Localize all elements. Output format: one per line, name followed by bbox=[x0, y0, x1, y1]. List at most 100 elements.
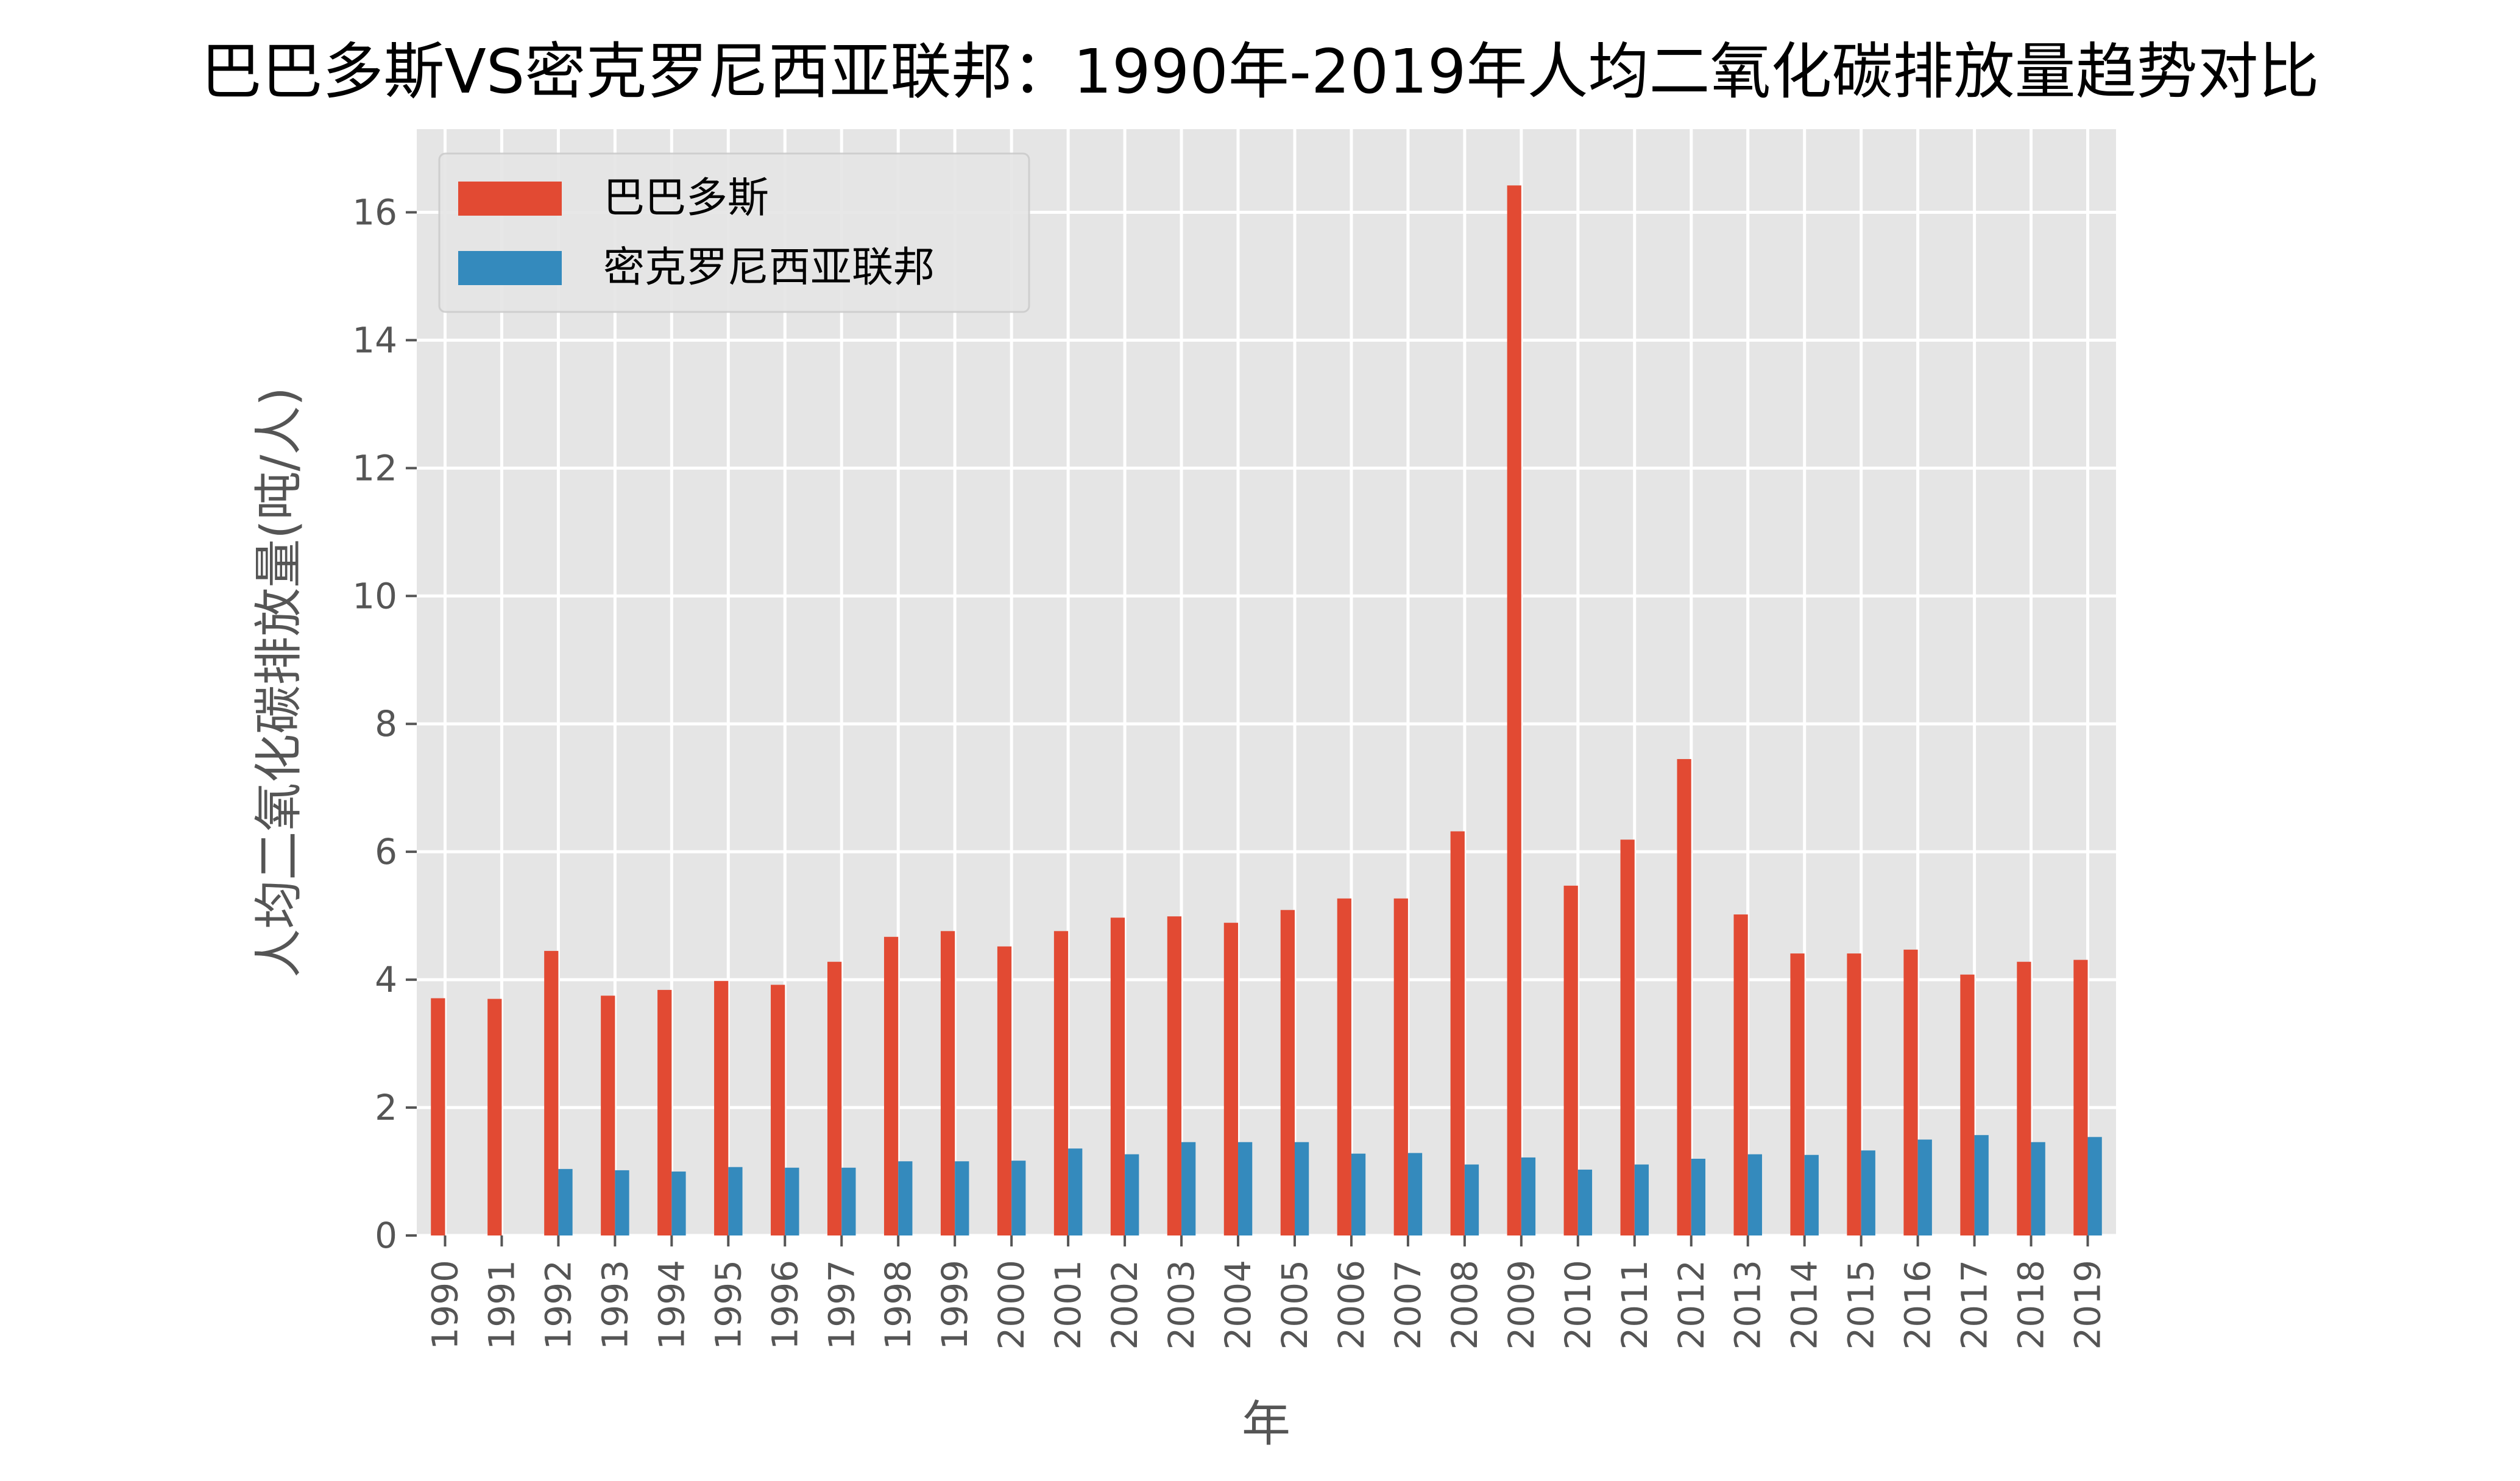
legend-label-micronesia: 密克罗尼西亚联邦 bbox=[603, 244, 935, 292]
chart-title: 巴巴多斯VS密克罗尼西亚联邦：1990年-2019年人均二氧化碳排放量趋势对比 bbox=[201, 36, 2320, 107]
x-tick-label: 1998 bbox=[877, 1260, 919, 1350]
legend-label-barbados: 巴巴多斯 bbox=[603, 174, 769, 222]
bar-micronesia bbox=[1011, 1161, 1026, 1235]
bar-micronesia bbox=[1351, 1153, 1366, 1235]
bar-barbados bbox=[714, 981, 729, 1235]
x-tick-label: 2005 bbox=[1274, 1260, 1315, 1350]
bar-micronesia bbox=[841, 1167, 856, 1235]
bar-barbados bbox=[1903, 949, 1918, 1235]
x-tick-label: 2011 bbox=[1614, 1260, 1655, 1350]
bar-micronesia bbox=[728, 1167, 743, 1235]
y-axis-ticks: 0 2 4 6 8 10 12 14 16 bbox=[352, 191, 417, 1256]
bar-micronesia bbox=[2031, 1142, 2045, 1235]
bar-barbados bbox=[1337, 898, 1351, 1235]
plot-background bbox=[417, 129, 2116, 1235]
bar-micronesia bbox=[1125, 1154, 1139, 1235]
bar-micronesia bbox=[1634, 1164, 1649, 1235]
x-axis-ticks: 1990 1991 1992 1993 1994 1995 1996 1997 1998 1999… bbox=[424, 1235, 2109, 1350]
x-tick-label: 1992 bbox=[537, 1260, 579, 1350]
y-tick-label: 12 bbox=[352, 447, 397, 489]
y-tick-label: 2 bbox=[375, 1087, 397, 1128]
y-tick-label: 10 bbox=[352, 575, 397, 617]
x-tick-label: 1991 bbox=[481, 1260, 522, 1350]
legend: 巴巴多斯 密克罗尼西亚联邦 bbox=[438, 152, 1030, 313]
bar-micronesia bbox=[615, 1170, 629, 1235]
x-tick-label: 1995 bbox=[707, 1260, 749, 1350]
bar-barbados bbox=[883, 936, 899, 1235]
bar-micronesia bbox=[1747, 1154, 1762, 1235]
bar-barbados bbox=[1053, 931, 1069, 1235]
x-tick-label: 1997 bbox=[821, 1260, 862, 1350]
bar-barbados bbox=[1790, 953, 1805, 1235]
y-axis-label: 人均二氧化碳排放量(吨/人) bbox=[250, 387, 307, 977]
bar-micronesia bbox=[1691, 1159, 1705, 1235]
x-tick-label: 2013 bbox=[1727, 1260, 1769, 1350]
bar-micronesia bbox=[1181, 1142, 1196, 1235]
x-tick-label: 1990 bbox=[424, 1260, 465, 1350]
x-tick-label: 2009 bbox=[1501, 1260, 1542, 1350]
bar-barbados bbox=[1110, 917, 1125, 1235]
bar-barbados bbox=[2073, 960, 2088, 1235]
y-tick-label: 0 bbox=[375, 1215, 397, 1256]
x-tick-label: 2018 bbox=[2011, 1260, 2052, 1350]
x-tick-label: 1993 bbox=[594, 1260, 635, 1350]
bar-barbados bbox=[487, 999, 502, 1235]
x-tick-label: 2015 bbox=[1841, 1260, 1882, 1350]
x-axis-label: 年 bbox=[1242, 1396, 1290, 1452]
legend-swatch-barbados bbox=[458, 182, 562, 216]
x-tick-label: 2007 bbox=[1387, 1260, 1429, 1350]
bar-barbados bbox=[1563, 885, 1578, 1235]
bar-micronesia bbox=[1407, 1153, 1423, 1235]
x-tick-label: 2000 bbox=[991, 1260, 1032, 1350]
x-tick-label: 1999 bbox=[934, 1260, 975, 1350]
x-tick-label: 2010 bbox=[1557, 1260, 1599, 1350]
x-tick-label: 1994 bbox=[651, 1260, 692, 1350]
bar-barbados bbox=[657, 989, 672, 1235]
bar-barbados bbox=[1507, 185, 1521, 1236]
bar-micronesia bbox=[671, 1172, 686, 1235]
x-tick-label: 2019 bbox=[2067, 1260, 2109, 1350]
bar-micronesia bbox=[1804, 1154, 1819, 1235]
bar-barbados bbox=[940, 931, 955, 1235]
bar-micronesia bbox=[898, 1161, 913, 1235]
bar-barbados bbox=[2017, 961, 2031, 1235]
x-tick-label: 2006 bbox=[1331, 1260, 1372, 1350]
bar-barbados bbox=[1847, 953, 1861, 1235]
bar-barbados bbox=[431, 998, 445, 1235]
bar-barbados bbox=[1393, 898, 1408, 1235]
x-tick-label: 2001 bbox=[1047, 1260, 1089, 1350]
y-tick-label: 16 bbox=[352, 191, 397, 233]
y-tick-label: 6 bbox=[375, 831, 397, 872]
bars bbox=[431, 185, 2102, 1236]
x-tick-label: 2002 bbox=[1104, 1260, 1145, 1350]
x-tick-label: 2003 bbox=[1161, 1260, 1202, 1350]
x-tick-label: 2014 bbox=[1784, 1260, 1825, 1350]
x-tick-label: 2004 bbox=[1217, 1260, 1259, 1350]
x-tick-label: 2008 bbox=[1444, 1260, 1485, 1350]
y-tick-label: 8 bbox=[375, 703, 397, 744]
bar-barbados bbox=[601, 995, 615, 1235]
x-tick-label: 2017 bbox=[1954, 1260, 1995, 1350]
y-tick-label: 4 bbox=[375, 959, 397, 1000]
x-tick-label: 1996 bbox=[764, 1260, 805, 1350]
bar-barbados bbox=[1620, 839, 1635, 1235]
bar-micronesia bbox=[558, 1168, 573, 1235]
bar-micronesia bbox=[1521, 1157, 1536, 1235]
bar-barbados bbox=[1280, 910, 1295, 1235]
bar-barbados bbox=[1677, 758, 1691, 1235]
bar-barbados bbox=[1450, 831, 1465, 1235]
bar-micronesia bbox=[785, 1167, 799, 1235]
bar-micronesia bbox=[1974, 1135, 1989, 1235]
legend-box bbox=[438, 152, 1030, 313]
x-tick-label: 2016 bbox=[1897, 1260, 1939, 1350]
bar-barbados bbox=[1960, 974, 1975, 1235]
bar-micronesia bbox=[1917, 1139, 1932, 1235]
bar-barbados bbox=[544, 950, 559, 1235]
bar-micronesia bbox=[2087, 1137, 2102, 1235]
bar-micronesia bbox=[955, 1161, 969, 1235]
bar-barbados bbox=[1223, 922, 1239, 1235]
x-tick-label: 2012 bbox=[1671, 1260, 1712, 1350]
y-tick-label: 14 bbox=[352, 319, 397, 361]
bar-barbados bbox=[997, 946, 1012, 1235]
